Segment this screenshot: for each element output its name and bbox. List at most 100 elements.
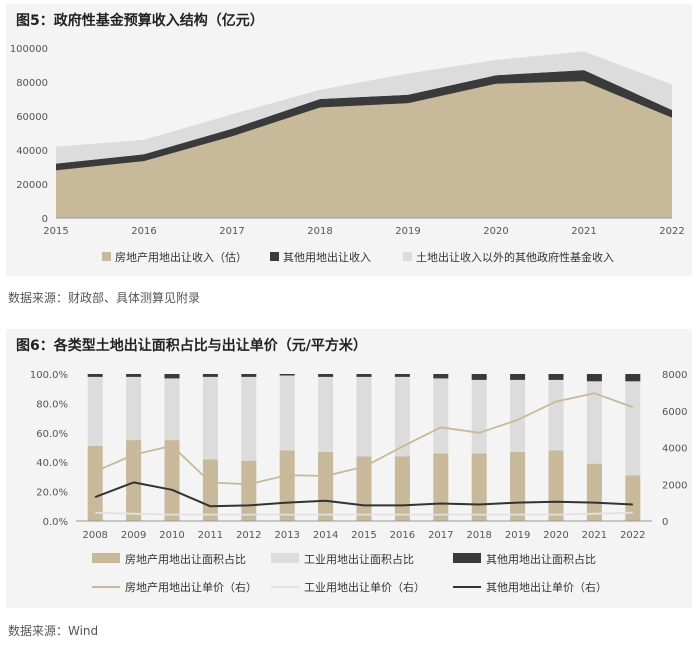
y2-tick-label: 4000 [662, 444, 687, 455]
legend-label: 土地出让收入以外的其他政府性基金收入 [416, 250, 614, 264]
bar-segment-3 [586, 374, 602, 382]
bar-segment-1 [279, 450, 295, 521]
x-tick-label: 2010 [159, 530, 184, 541]
bar-segment-2 [586, 381, 602, 464]
bar-segment-1 [586, 463, 602, 521]
x-tick-label: 2015 [43, 226, 68, 237]
x-tick-label: 2017 [219, 226, 244, 237]
chart-panel-land: 图6：各类型土地出让面积占比与出让单价（元/平方米） 0.0% 20.0% 40.0… [6, 329, 692, 608]
y-tick-label: 20.0% [36, 488, 68, 499]
chart-panel-revenue: 图5：政府性基金预算收入结构（亿元） 0 20000 40000 60000 80000… [6, 4, 692, 276]
bar-segment-3 [318, 374, 334, 377]
x-tick-label: 2013 [274, 530, 299, 541]
legend-label: 其他用地出让收入 [283, 250, 371, 264]
bar-segment-1 [625, 475, 641, 521]
bar-segment-3 [548, 374, 564, 380]
bar-segment-2 [471, 379, 487, 454]
bar-segment-3 [241, 374, 257, 377]
bar-segment-3 [202, 374, 218, 377]
y-tick-label: 40.0% [36, 458, 68, 469]
x-tick-label: 2014 [313, 530, 338, 541]
bar-segment-2 [279, 375, 295, 451]
bar-segment-1 [510, 451, 526, 521]
bar-segment-2 [356, 376, 372, 457]
x-tick-label: 2012 [236, 530, 261, 541]
x-tick-label: 2019 [395, 226, 420, 237]
y-tick-label: 0 [42, 214, 48, 225]
bar-segment-1 [164, 440, 180, 521]
bar-segment-3 [510, 374, 526, 380]
legend-label: 工业用地出让单价（右） [304, 580, 425, 594]
legend-swatch [403, 252, 412, 261]
bar-segment-2 [202, 376, 218, 460]
x-tick-label: 2021 [571, 226, 596, 237]
y-tick-label: 100000 [10, 44, 48, 55]
bar-segment-3 [279, 374, 295, 376]
legend-swatch [92, 553, 120, 563]
y2-tick-label: 6000 [662, 407, 687, 418]
y-tick-label: 60.0% [36, 429, 68, 440]
bar-segment-3 [126, 374, 142, 377]
bar-segment-2 [164, 378, 180, 441]
legend-label: 其他用地出让单价（右） [486, 580, 607, 594]
bar-segment-2 [241, 376, 257, 461]
y-tick-label: 100.0% [30, 370, 68, 381]
land-combo-chart: 0.0% 20.0% 40.0% 60.0% 80.0% 100.0% 0 2000 4000 6… [30, 370, 688, 594]
x-tick-label: 2009 [121, 530, 146, 541]
y-tick-label: 80.0% [36, 399, 68, 410]
bar-segment-1 [318, 451, 334, 521]
bar-segment-2 [510, 379, 526, 452]
y2-tick-label: 8000 [662, 370, 687, 381]
bar-segment-2 [318, 376, 334, 452]
chart-title: 图6：各类型土地出让面积占比与出让单价（元/平方米） [16, 338, 367, 354]
bar-segment-3 [471, 374, 487, 380]
bar-segment-3 [625, 374, 641, 382]
source-note: 数据来源：Wind [8, 624, 99, 638]
bar-segment-2 [87, 376, 103, 446]
x-tick-label: 2020 [543, 530, 568, 541]
x-tick-label: 2021 [582, 530, 607, 541]
legend-swatch [271, 553, 299, 563]
price-line-3 [94, 481, 633, 508]
bar-segment-1 [126, 440, 142, 521]
y-tick-label: 0.0% [43, 517, 68, 528]
y-tick-label: 60000 [16, 112, 48, 123]
price-line-2 [95, 511, 633, 516]
y-tick-label: 20000 [16, 180, 48, 191]
legend-swatch [102, 252, 111, 261]
area-series-3 [56, 51, 672, 164]
bar-segment-2 [394, 376, 410, 457]
bar-segment-3 [164, 374, 180, 379]
price-line-1 [94, 392, 634, 486]
legend-swatch [453, 553, 481, 563]
bar-segment-1 [394, 456, 410, 521]
legend-swatch [270, 252, 279, 261]
chart-title: 图5：政府性基金预算收入结构（亿元） [16, 13, 264, 29]
legend-label: 房地产用地出让单价（右） [125, 580, 257, 594]
legend-label: 房地产用地出让收入（估） [115, 250, 247, 264]
legend-label: 工业用地出让面积占比 [304, 552, 414, 566]
bar-segment-2 [126, 376, 142, 441]
bar-segment-2 [625, 381, 641, 476]
bar-segment-2 [548, 379, 564, 451]
x-tick-label: 2018 [466, 530, 491, 541]
y-tick-label: 80000 [16, 78, 48, 89]
bar-segment-1 [241, 460, 257, 521]
area-series-1 [56, 81, 672, 218]
x-tick-label: 2015 [351, 530, 376, 541]
area-series-2 [56, 70, 672, 171]
bar-segment-3 [356, 374, 372, 377]
y-tick-label: 40000 [16, 146, 48, 157]
x-tick-label: 2019 [505, 530, 530, 541]
revenue-area-chart: 0 20000 40000 60000 80000 100000 2015 2016 2017 2… [10, 44, 685, 264]
legend-label: 房地产用地出让面积占比 [125, 552, 246, 566]
x-tick-label: 2016 [131, 226, 156, 237]
bar-segment-3 [394, 374, 410, 377]
x-tick-label: 2016 [390, 530, 415, 541]
bar-segment-1 [202, 459, 218, 521]
bar-segment-3 [87, 374, 103, 377]
x-tick-label: 2022 [659, 226, 684, 237]
y2-tick-label: 0 [662, 517, 668, 528]
bar-segment-2 [433, 378, 449, 454]
legend-label: 其他用地出让面积占比 [486, 552, 596, 566]
